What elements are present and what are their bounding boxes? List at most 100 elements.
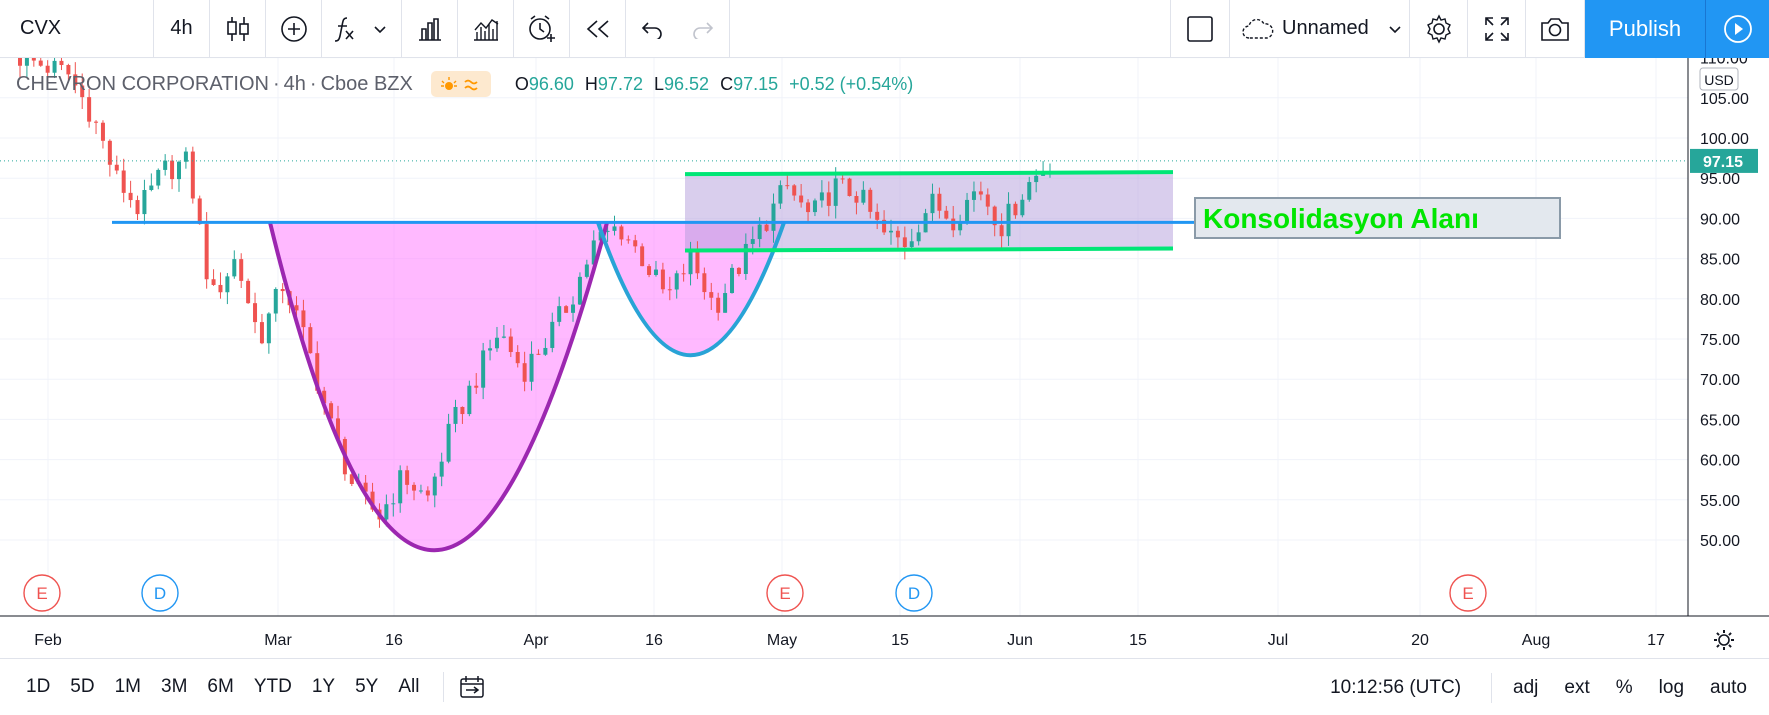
range-5y[interactable]: 5Y	[355, 676, 379, 697]
range-5d[interactable]: 5D	[70, 676, 95, 697]
toggle-auto[interactable]: auto	[1710, 676, 1747, 698]
candle-body	[688, 250, 693, 275]
toggle-ext[interactable]: ext	[1564, 676, 1590, 698]
candle-body	[163, 160, 168, 170]
candle-body	[418, 490, 423, 492]
gear-tooth	[1716, 644, 1720, 648]
redo-icon[interactable]	[691, 19, 715, 39]
play-button[interactable]	[1705, 0, 1769, 58]
candle-body	[667, 289, 672, 291]
candle-body	[550, 321, 555, 348]
candle-body	[501, 336, 506, 338]
candle-body	[370, 491, 375, 510]
date-range-icon[interactable]	[458, 674, 486, 700]
event-earnings-marker[interactable]	[766, 574, 804, 612]
channel-top-line[interactable]	[684, 170, 1174, 177]
candle-body	[958, 222, 963, 231]
candle-body	[571, 304, 576, 313]
settings-icon[interactable]	[1714, 630, 1734, 650]
candle-body	[384, 504, 389, 520]
gear-center	[1718, 634, 1730, 646]
range-all[interactable]: All	[398, 676, 420, 697]
candle-body	[294, 305, 299, 311]
candle-body	[819, 192, 824, 201]
toggle-percent[interactable]: %	[1615, 676, 1633, 698]
event-dividend-marker[interactable]	[895, 574, 933, 612]
candle-body	[840, 178, 845, 180]
undo-icon[interactable]	[640, 19, 664, 39]
settings-button[interactable]	[1410, 0, 1468, 58]
candle-body	[218, 284, 223, 293]
bottom-toolbar: 1D 5D 1M 3M 6M YTD 1Y 5Y All 10:12:56 (U…	[0, 658, 1769, 715]
candle-body	[647, 266, 652, 275]
symbol-search-button[interactable]: CVX	[0, 0, 154, 58]
toggle-adj[interactable]: adj	[1513, 676, 1539, 698]
candle-body	[280, 288, 285, 292]
bottom-right-group: 10:12:56 (UTC) adj ext % log auto	[1317, 659, 1769, 715]
add-compare-icon	[280, 15, 307, 42]
candle-body	[349, 474, 354, 484]
market-session-badge[interactable]	[430, 71, 491, 97]
time-axis[interactable]: Feb Mar 16 Apr 16 May 15 Jun 15 Jul 20 Aug 17	[0, 615, 1769, 650]
publish-button[interactable]: Publish	[1585, 0, 1705, 58]
price-label: 95.00	[1700, 171, 1740, 188]
toggle-log[interactable]: log	[1658, 676, 1685, 698]
candle-body	[847, 178, 852, 197]
range-1y[interactable]: 1Y	[311, 676, 336, 697]
candle-body	[246, 280, 251, 304]
candle-body	[875, 211, 880, 220]
alert-button[interactable]	[514, 0, 570, 58]
candle-body	[446, 423, 451, 462]
candle-body	[591, 240, 596, 265]
fullscreen-button[interactable]	[1468, 0, 1526, 58]
candle-body	[1034, 175, 1039, 183]
candle-body	[723, 293, 728, 313]
undo-redo-group	[626, 0, 730, 58]
time-label: Apr	[524, 632, 550, 649]
candle-body	[681, 273, 686, 275]
candle-body	[329, 403, 334, 419]
templates-button[interactable]	[458, 0, 514, 58]
price-label: 70.00	[1700, 372, 1740, 389]
currency-box[interactable]	[1699, 67, 1739, 91]
channel-bottom-line[interactable]	[684, 246, 1174, 253]
annotation-box[interactable]	[1194, 197, 1561, 239]
cup-curve[interactable]	[268, 221, 609, 553]
interval-button[interactable]: 4h	[154, 0, 210, 58]
range-1d[interactable]: 1D	[26, 676, 51, 697]
clock-utc[interactable]: 10:12:56 (UTC)	[1330, 676, 1462, 698]
range-3m[interactable]: 3M	[161, 676, 188, 697]
price-chart[interactable]: Konsolidasyon Alanı E D E D E 110.00 105.00 10…	[0, 58, 1769, 658]
layout-button[interactable]	[1170, 0, 1230, 58]
chart-area[interactable]: Konsolidasyon Alanı E D E D E 110.00 105.00 10…	[0, 58, 1769, 658]
event-earnings-marker[interactable]	[23, 574, 61, 612]
candle-body	[107, 140, 112, 165]
event-dividend-marker[interactable]	[141, 574, 179, 612]
candle-body	[273, 288, 278, 314]
candle-body	[176, 161, 181, 180]
range-1m[interactable]: 1M	[114, 676, 141, 697]
event-earnings-marker[interactable]	[1449, 574, 1487, 612]
candle-body	[543, 347, 548, 355]
range-6m[interactable]: 6M	[207, 676, 234, 697]
candle-body	[425, 490, 430, 496]
chart-type-button[interactable]	[210, 0, 266, 58]
candle-body	[439, 461, 444, 477]
candle-body	[128, 192, 133, 201]
financials-button[interactable]	[402, 0, 458, 58]
replay-button[interactable]	[570, 0, 626, 58]
candle-body	[730, 267, 735, 294]
layout-name-button[interactable]: Unnamed	[1230, 0, 1410, 58]
handle-curve[interactable]	[596, 221, 786, 357]
indicators-button[interactable]	[322, 0, 402, 58]
candle-body	[930, 193, 935, 214]
price-label: 80.00	[1700, 292, 1740, 309]
candle-body	[750, 239, 755, 244]
range-ytd[interactable]: YTD	[253, 676, 292, 697]
snapshot-button[interactable]	[1526, 0, 1585, 58]
annotation-text[interactable]: Konsolidasyon Alanı	[1203, 203, 1479, 234]
time-label: Feb	[34, 632, 62, 649]
price-axis[interactable]: 110.00 105.00 100.00 95.00 90.00 85.00 80.00 75…	[1687, 58, 1758, 616]
compare-button[interactable]	[266, 0, 322, 58]
